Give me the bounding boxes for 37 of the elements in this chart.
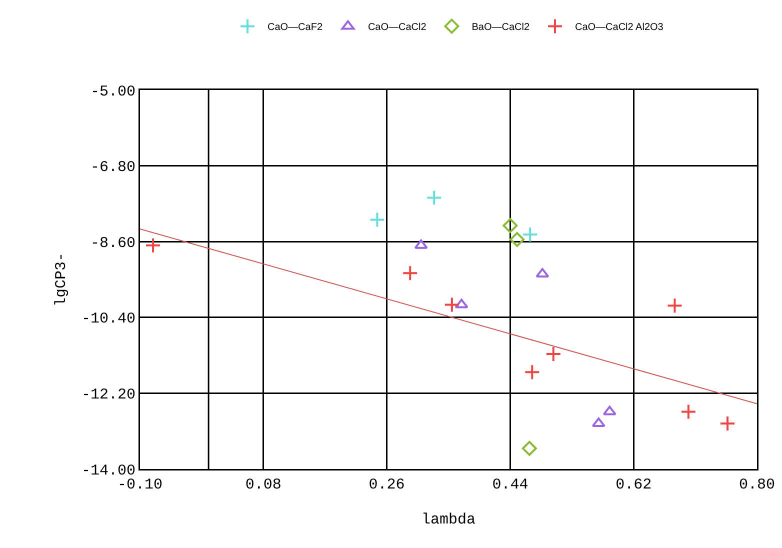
y-tick-label: -12.20 — [81, 386, 136, 404]
point — [426, 190, 442, 206]
x-tick-label: 0.26 — [368, 476, 405, 494]
x-tick-label: 0.44 — [492, 476, 528, 494]
point — [522, 226, 538, 242]
x-axis-title: lambda — [421, 511, 476, 528]
point — [369, 212, 386, 228]
y-tick-label: -8.60 — [90, 234, 136, 252]
point — [145, 237, 162, 254]
point — [522, 440, 537, 456]
point — [414, 239, 428, 249]
y-tick-label: -6.80 — [90, 159, 136, 176]
point — [666, 298, 683, 314]
point — [720, 416, 736, 432]
legend-label: CaO—CaCl2 Al2O3 — [574, 22, 664, 34]
legend-label: BaO—CaCl2 — [472, 22, 530, 34]
legend-label: CaO—CaF2 — [268, 22, 323, 34]
y-tick-label: -5.00 — [90, 83, 136, 100]
point — [536, 268, 550, 278]
point — [454, 298, 468, 308]
x-tick-label: 0.62 — [616, 476, 652, 494]
legend-label: CaO—CaCl2 — [368, 22, 427, 34]
x-tick-label: 0.80 — [738, 476, 776, 494]
y-axis-title: lgCP3- — [52, 252, 70, 307]
x-tick-label: -0.10 — [117, 476, 163, 494]
point — [402, 265, 418, 282]
x-tick-label: 0.08 — [245, 476, 282, 494]
point — [592, 418, 606, 428]
point — [602, 406, 616, 416]
point — [524, 364, 540, 380]
point — [502, 218, 518, 234]
point — [680, 404, 696, 420]
y-tick-label: -14.00 — [81, 462, 136, 480]
point — [545, 346, 562, 362]
point — [444, 296, 460, 313]
y-tick-label: -10.40 — [81, 310, 136, 328]
point — [510, 232, 525, 247]
